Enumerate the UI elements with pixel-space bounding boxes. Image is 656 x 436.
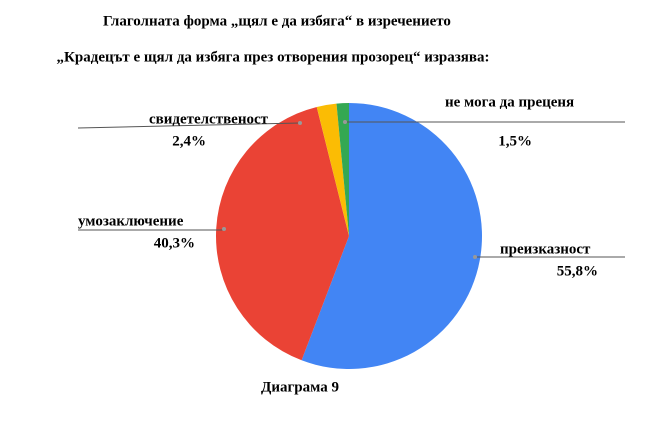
- pie-slice: [336, 103, 349, 236]
- slice-label: умозаключение: [78, 213, 184, 229]
- leader-dot: [343, 120, 347, 124]
- leader-dot: [473, 255, 477, 259]
- slice-value-label: 55,8%: [557, 263, 598, 279]
- pie-slice: [316, 103, 349, 236]
- leader-dot: [298, 121, 302, 125]
- chart-subtitle: „Крадецът е щял да избяга през отворения…: [57, 49, 490, 65]
- slice-value-label: 1,5%: [498, 133, 532, 149]
- slice-value-label: 40,3%: [154, 235, 195, 251]
- chart-title: Глаголната форма „щял е да избяга“ в изр…: [103, 13, 451, 29]
- slice-label: не мога да преценя: [445, 94, 574, 110]
- leader-dot: [222, 227, 226, 231]
- chart-caption: Диаграма 9: [261, 379, 339, 395]
- pie-slice: [216, 106, 349, 361]
- slice-value-label: 2,4%: [172, 133, 206, 149]
- leader-line: [77, 122, 301, 129]
- slice-label: преизказност: [500, 241, 591, 257]
- slice-label: свидетелственост: [149, 111, 269, 127]
- pie-slice: [301, 103, 482, 369]
